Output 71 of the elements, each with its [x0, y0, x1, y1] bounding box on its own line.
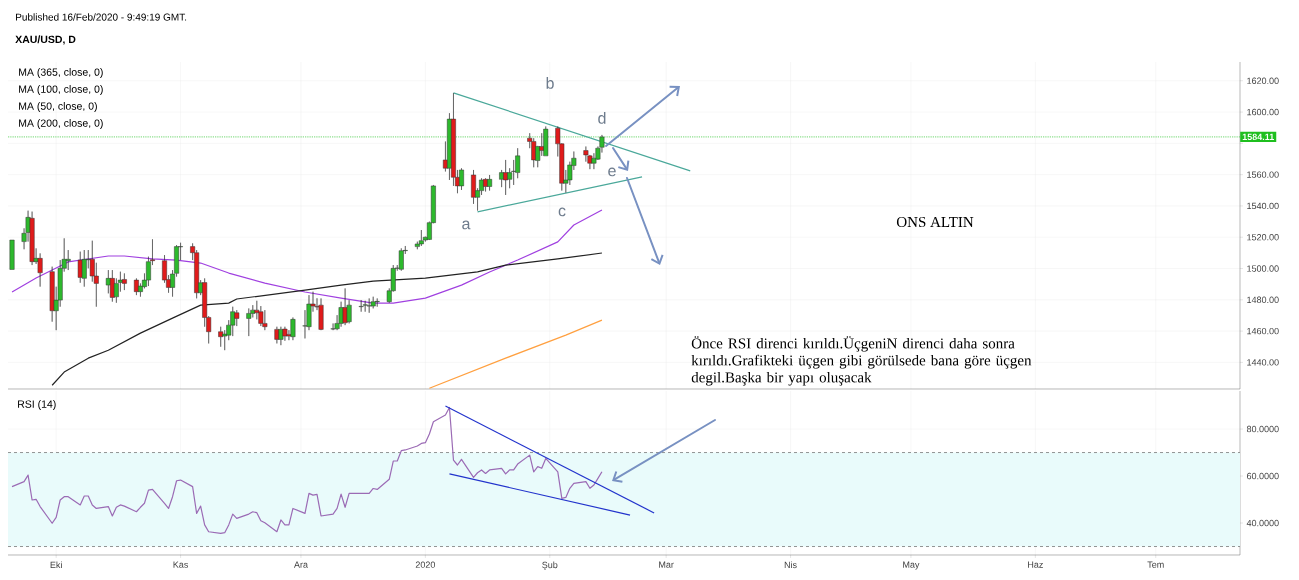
x-tick-label: May: [903, 561, 920, 570]
x-tick-label: Eki: [50, 561, 62, 569]
y-tick-label: 1460.00: [1247, 327, 1279, 335]
x-tick-label: Tem: [1147, 561, 1164, 568]
candlestick: [121, 273, 127, 291]
x-tick-label: Şub: [542, 561, 558, 570]
x-tick-label: Haz: [1028, 561, 1043, 568]
candlestick: [29, 211, 35, 266]
annotation: b: [546, 77, 554, 89]
x-tick-label: Mar: [659, 561, 674, 568]
x-tick-label: Ara: [293, 561, 308, 568]
annotation: Önce RSI direnci kırıldı.ÜçgeniN direnci daha sonra kırıldı.Grafikteki üçgen gibi görülsede bana göre üçgen degil.Başka bir yapı oluşacak: [691, 336, 1032, 386]
annotation: MA (365, close, 0): [19, 68, 103, 78]
x-tick-label: Kas: [173, 561, 188, 568]
candlestick: [133, 278, 139, 296]
x-tick-label: Nis: [784, 561, 797, 569]
candlestick: [503, 159, 509, 196]
candlestick: [362, 300, 368, 312]
candlestick: [366, 298, 372, 314]
candlestick: [374, 298, 380, 307]
chart-subtitle: Published 16/Feb/2020 - 9:49:19 GMT.: [16, 13, 187, 21]
candlestick: [398, 248, 404, 271]
candlestick: [9, 239, 15, 270]
y-tick-label: 1520.00: [1247, 234, 1279, 241]
candlestick: [274, 326, 280, 344]
y-tick-label: 1560.00: [1247, 171, 1279, 178]
candlestick: [81, 249, 87, 287]
annotation: ONS ALTIN: [896, 216, 974, 228]
annotation: c: [558, 207, 566, 217]
line-series: [428, 319, 603, 389]
candlestick: [459, 167, 464, 191]
line-series: [51, 252, 603, 386]
candlestick: [290, 317, 296, 341]
y-tick-label: 1620.00: [1247, 77, 1279, 84]
chart-title: XAU/USD, D: [15, 35, 76, 45]
candlestick: [109, 269, 115, 302]
candlestick: [262, 309, 268, 331]
text: RSI (14): [18, 400, 56, 410]
candlestick: [370, 296, 376, 309]
candlestick: [230, 306, 236, 337]
candlestick: [531, 137, 537, 168]
candlestick: [543, 126, 549, 157]
y-tick-label: 1500.00: [1247, 265, 1279, 272]
candlestick: [418, 229, 424, 247]
line-series: [11, 209, 603, 304]
candlestick: [358, 299, 364, 312]
ref-line-label: 1584.11: [1242, 133, 1274, 141]
y-tick-label: 60.0000: [1247, 472, 1279, 480]
candlestick: [483, 177, 489, 192]
y-tick-label: 1600.00: [1247, 108, 1279, 116]
y-tick-label: 40.0000: [1246, 519, 1279, 527]
y-tick-label: 1540.00: [1247, 202, 1279, 210]
y-tick-label: 1480.00: [1247, 296, 1279, 303]
candlestick: [258, 305, 264, 327]
candlestick: [278, 326, 284, 346]
candlestick: [342, 288, 348, 326]
annotation: MA (200, close, 0): [19, 119, 103, 129]
annotation: e: [608, 167, 616, 177]
candlestick: [246, 308, 252, 337]
annotation: a: [462, 220, 471, 230]
annotation: MA (100, close, 0): [19, 85, 103, 95]
annotation: d: [598, 112, 606, 124]
candlestick: [218, 326, 224, 347]
x-tick-label: 2020: [415, 561, 436, 568]
y-tick-label: 1440.00: [1247, 359, 1279, 366]
candlestick: [77, 251, 83, 283]
annotation: MA (50, close, 0): [19, 102, 97, 112]
candlestick: [282, 326, 288, 342]
y-tick-label: 80.0000: [1246, 425, 1279, 433]
candlestick: [487, 174, 493, 191]
candlestick: [318, 298, 324, 331]
